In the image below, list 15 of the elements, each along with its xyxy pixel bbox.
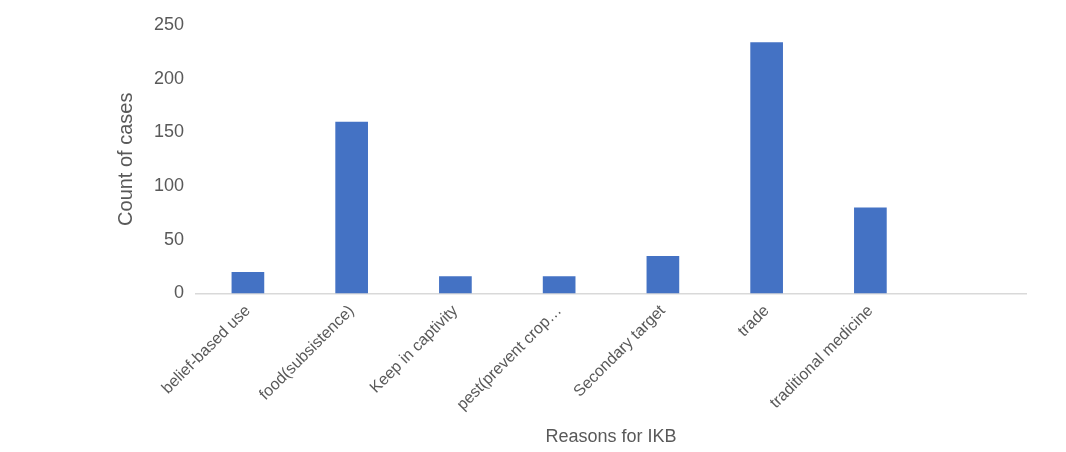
y-tick-label: 100: [153, 175, 185, 196]
x-axis-title: Reasons for IKB: [545, 426, 677, 447]
y-tick-label: 0: [174, 282, 185, 303]
bar: [542, 276, 576, 294]
y-tick-label: 250: [153, 13, 185, 34]
bar: [750, 42, 783, 294]
y-axis-title: Count of cases: [113, 92, 136, 226]
bar: [646, 255, 680, 294]
y-tick-label: 50: [164, 228, 185, 249]
y-tick-label: 200: [153, 67, 185, 88]
bar: [854, 207, 887, 294]
bar: [231, 271, 265, 294]
bar: [439, 276, 472, 294]
y-tick-label: 150: [153, 121, 185, 142]
bar: [335, 121, 368, 294]
